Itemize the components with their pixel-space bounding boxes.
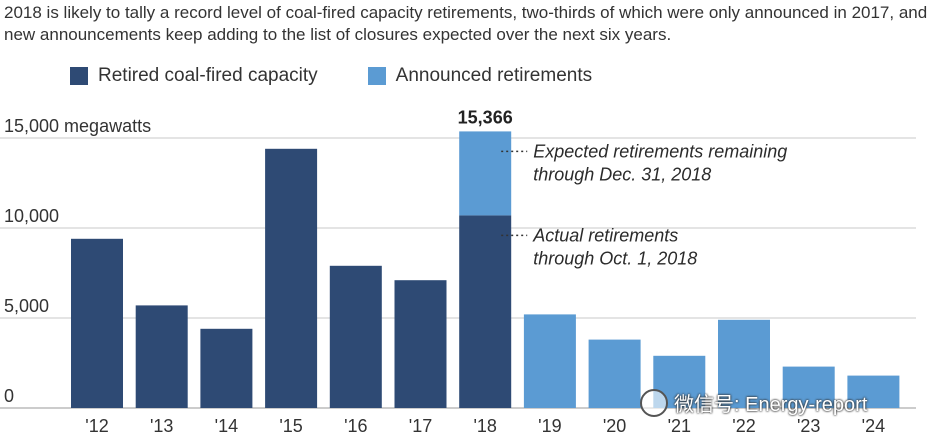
total-label: 15,366 [458, 107, 513, 127]
y-tick-label: 5,000 [4, 296, 49, 316]
bar-announced-20 [588, 339, 641, 408]
bar-announced-24 [847, 375, 900, 408]
x-tick-label: '21 [668, 416, 691, 436]
annotation-text: Expected retirements remaining [533, 141, 787, 161]
y-tick-label: 15,000 megawatts [4, 116, 151, 136]
bar-retired-15 [265, 148, 318, 409]
bar-retired-17 [394, 280, 447, 408]
legend-label-retired: Retired coal-fired capacity [98, 65, 318, 86]
x-tick-label: '14 [215, 416, 238, 436]
x-tick-label: '19 [538, 416, 561, 436]
watermark-text: 微信号: Energy-report [674, 394, 868, 416]
legend-swatch-retired [70, 67, 88, 85]
annotation-text: through Oct. 1, 2018 [533, 248, 697, 268]
x-tick-label: '20 [603, 416, 626, 436]
legend-label-announced: Announced retirements [395, 65, 593, 86]
legend-item-retired: Retired coal-fired capacity [70, 65, 318, 87]
wechat-icon [640, 388, 668, 417]
bar-announced-23 [782, 366, 835, 408]
bar-announced-22 [718, 319, 770, 408]
bar-retired-16 [329, 265, 382, 408]
x-tick-label: '13 [150, 416, 173, 436]
chart-legend: Retired coal-fired capacity Announced re… [70, 62, 642, 90]
x-tick-label: '17 [409, 416, 432, 436]
x-tick-label: '23 [797, 416, 820, 436]
x-tick-label: '15 [279, 416, 302, 436]
legend-item-announced: Announced retirements [367, 65, 593, 87]
annotation-text: Actual retirements [532, 225, 678, 245]
bar-retired-18 [459, 215, 512, 408]
legend-swatch-announced [367, 67, 386, 85]
y-tick-label: 10,000 [4, 206, 59, 226]
x-tick-label: '16 [344, 416, 367, 436]
bar-retired-12 [71, 238, 123, 408]
x-tick-label: '22 [732, 416, 755, 436]
bar-retired-14 [200, 328, 253, 408]
watermark: 微信号: Energy-report [640, 388, 867, 417]
y-tick-label: 0 [4, 386, 14, 406]
chart-subtitle: 2018 is likely to tally a record level o… [4, 3, 928, 44]
annotation-text: through Dec. 31, 2018 [533, 164, 711, 184]
x-tick-label: '24 [862, 416, 885, 436]
bar-retired-13 [135, 305, 188, 408]
x-tick-label: '18 [473, 416, 496, 436]
bar-announced-18 [459, 131, 512, 216]
bar-announced-19 [523, 314, 576, 408]
x-tick-label: '12 [85, 416, 108, 436]
